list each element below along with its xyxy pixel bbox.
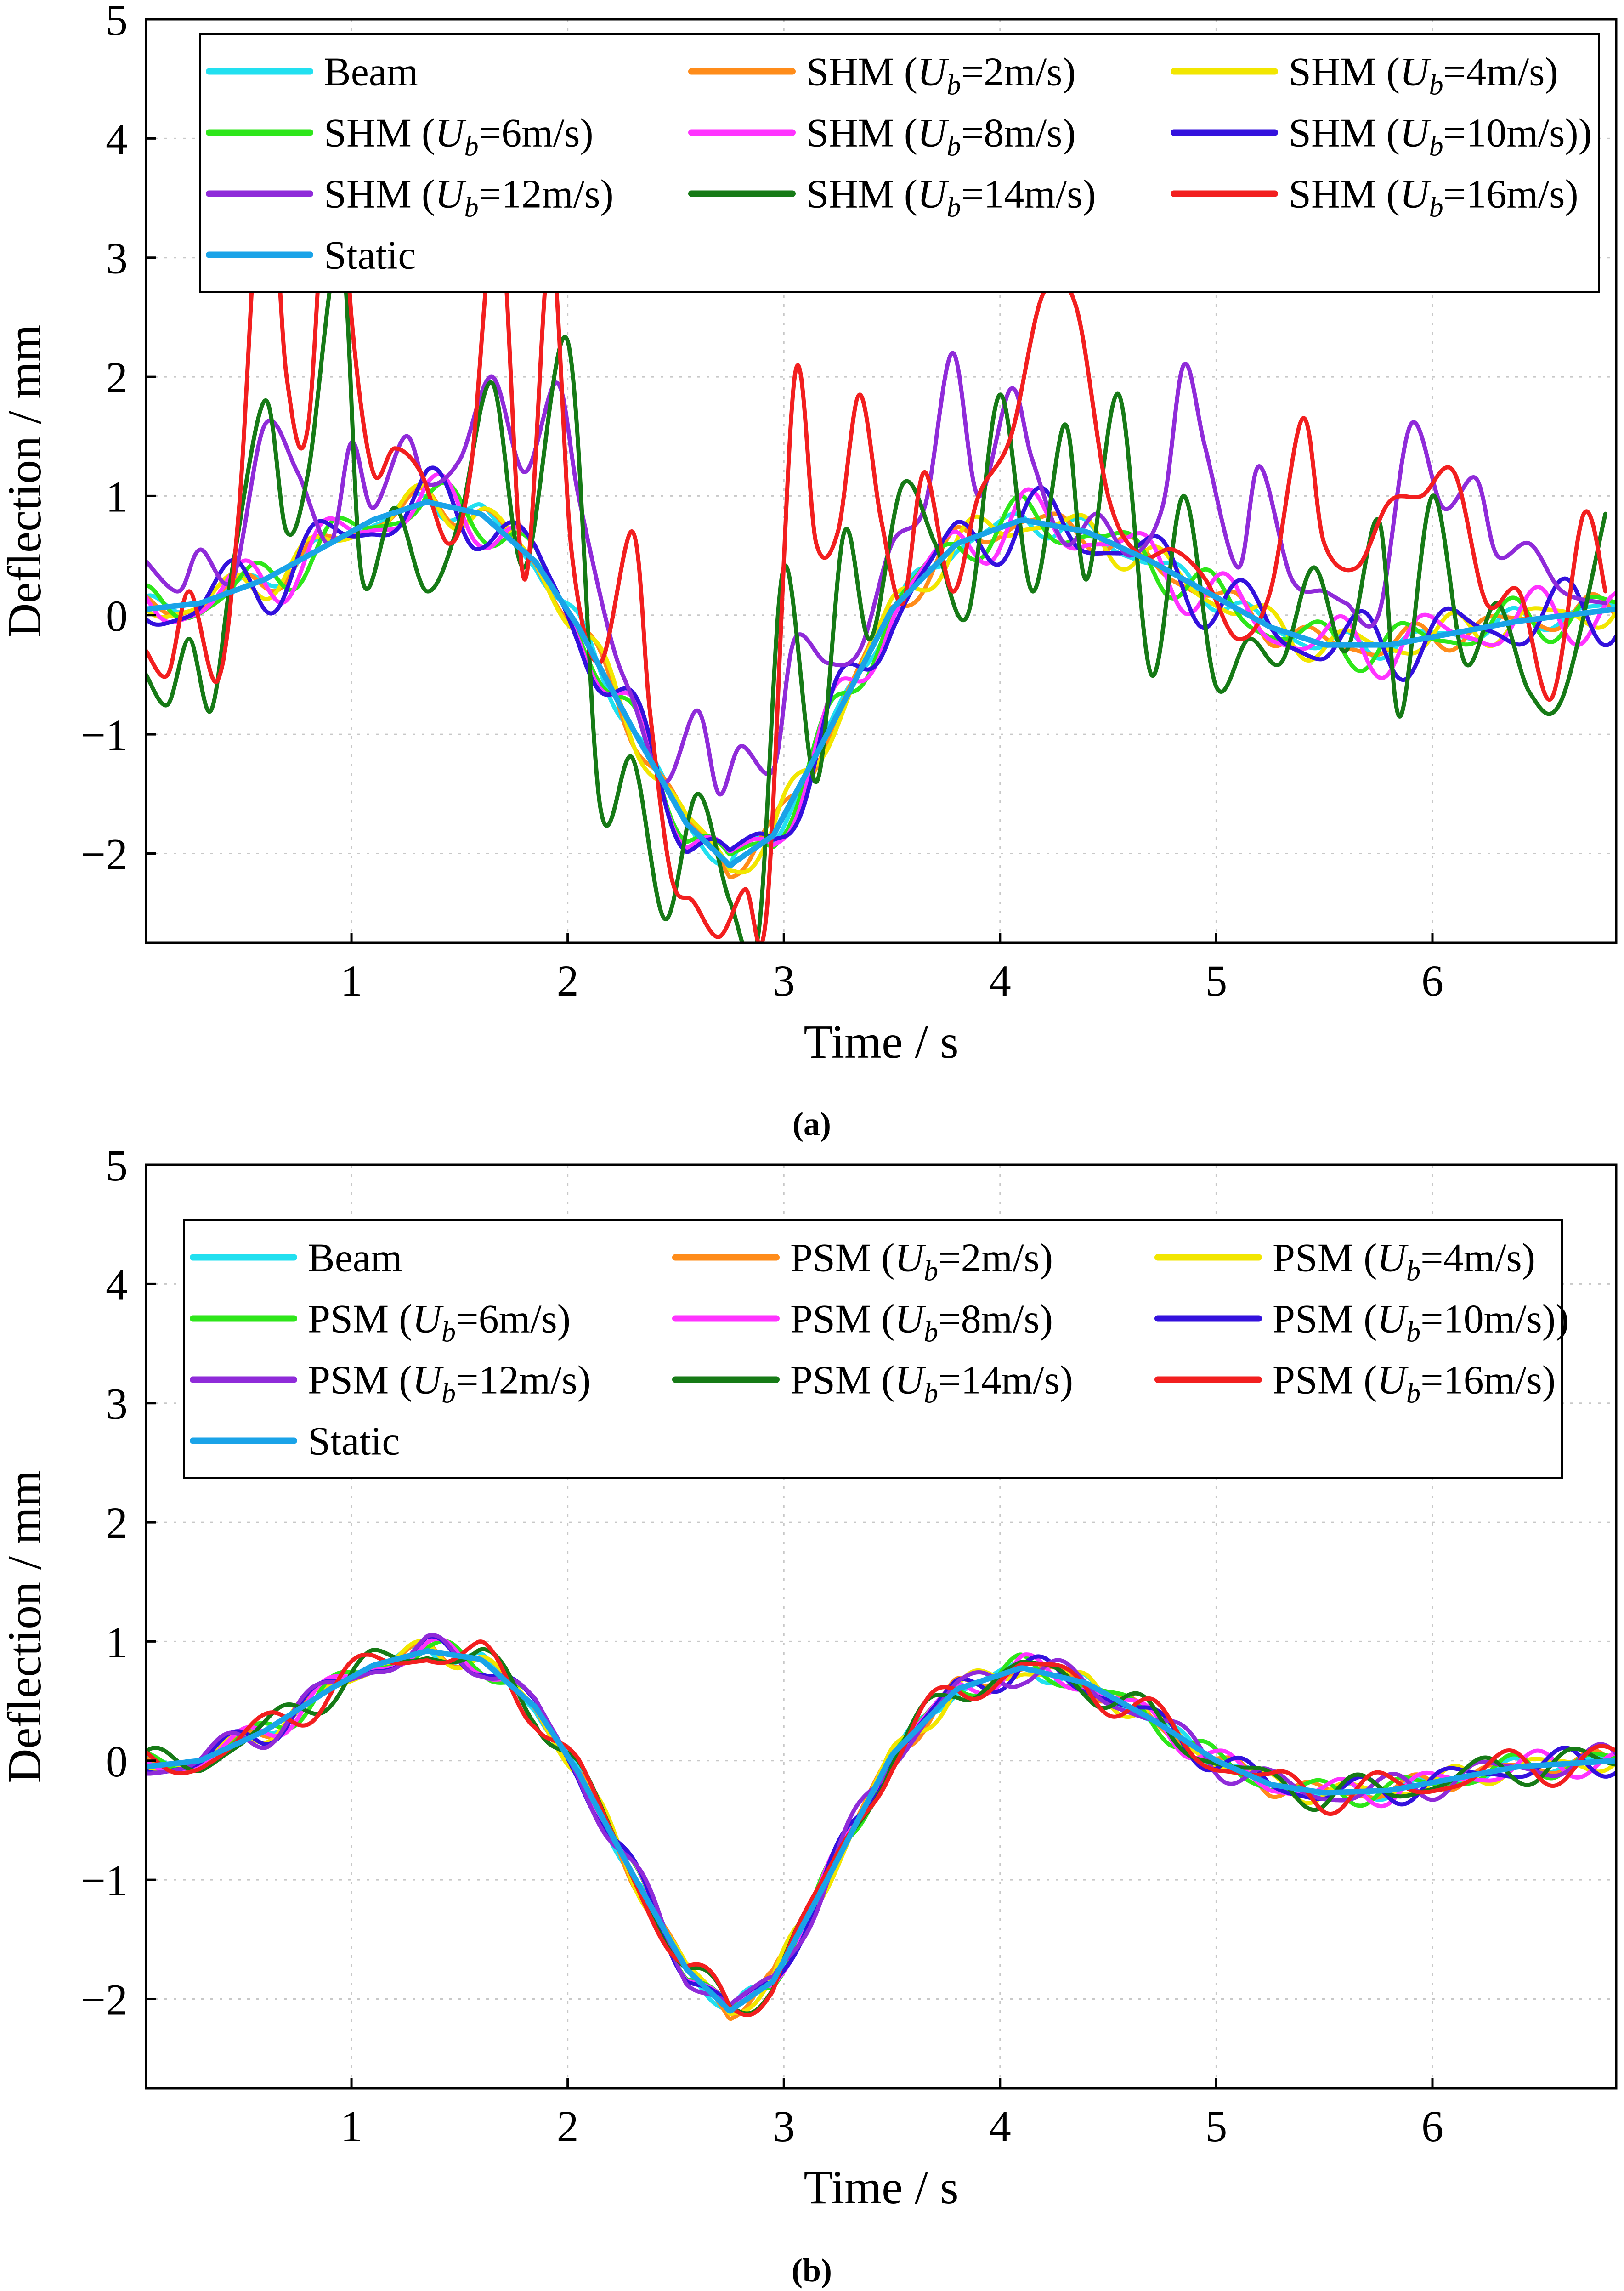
legend-label: SHM (Ub=12m/s) — [324, 172, 614, 223]
legend-label: Beam — [308, 1236, 402, 1281]
legend-label: SHM (Ub=16m/s) — [1289, 172, 1579, 223]
legend-label: Static — [324, 233, 416, 278]
series-lines — [146, 1633, 1616, 2021]
legend-label: PSM (Ub=10m/s)) — [1273, 1297, 1569, 1348]
x-tick-label: 5 — [1205, 956, 1227, 1005]
legend-label: Static — [308, 1419, 400, 1464]
plot-frame — [145, 18, 1618, 944]
legend-label: SHM (Ub=2m/s) — [806, 50, 1076, 101]
y-tick-label: −1 — [81, 1856, 128, 1905]
x-tick-label: 6 — [1421, 956, 1443, 1005]
series-line-static — [146, 499, 1616, 868]
y-tick-label: 5 — [106, 1141, 128, 1190]
legend-label: SHM (Ub=6m/s) — [324, 111, 594, 162]
y-axis-title: Deflection / mm — [0, 324, 51, 638]
panel-a: 1 2 3 4 5 6 −2 −1 0 1 2 3 4 5 Time / s Deflection / mm B… — [0, 0, 1618, 1068]
y-tick-label: 5 — [106, 0, 128, 45]
legend-label: SHM (Ub=8m/s) — [806, 111, 1076, 162]
y-tick-label: −2 — [81, 1975, 128, 2024]
legend-label: PSM (Ub=12m/s) — [308, 1358, 591, 1409]
y-tick-label: 0 — [106, 1737, 128, 1786]
series-line-shm-u-b-6m-s- — [146, 480, 1616, 857]
series-line-shm-u-b-8m-s- — [146, 472, 1616, 854]
caption-b: (b) — [792, 2252, 832, 2289]
x-tick-label: 1 — [340, 2102, 362, 2151]
legend-label: PSM (Ub=2m/s) — [790, 1236, 1053, 1287]
legend-label: PSM (Ub=4m/s) — [1273, 1236, 1535, 1287]
plot-frame — [145, 1163, 1618, 2090]
x-tick-label: 5 — [1205, 2102, 1227, 2151]
legend-label: PSM (Ub=6m/s) — [308, 1297, 571, 1348]
x-tick-label: 2 — [557, 2102, 579, 2151]
series-line-static — [146, 1648, 1616, 2014]
x-tick-label: 3 — [773, 956, 795, 1005]
legend-label: PSM (Ub=16m/s) — [1273, 1358, 1556, 1409]
x-tick-label: 6 — [1421, 2102, 1443, 2151]
legend-label: Beam — [324, 50, 418, 95]
y-tick-label: −1 — [81, 710, 128, 760]
x-tick-label: 3 — [773, 2102, 795, 2151]
legend-label: PSM (Ub=14m/s) — [790, 1358, 1073, 1409]
y-tick-label: 0 — [106, 591, 128, 641]
legend-box — [183, 1219, 1563, 1479]
series-line-shm-u-b-14m-s- — [146, 242, 1607, 943]
panel-b: 1 2 3 4 5 6 −2 −1 0 1 2 3 4 5 Time / s Deflection / mm B… — [0, 1141, 1618, 2214]
y-tick-label: 2 — [106, 353, 128, 402]
legend-label: SHM (Ub=4m/s) — [1289, 50, 1558, 101]
x-tick-label: 2 — [557, 956, 579, 1005]
y-tick-label: 3 — [106, 234, 128, 283]
legend-label: PSM (Ub=8m/s) — [790, 1297, 1053, 1348]
x-tick-label: 4 — [989, 956, 1011, 1005]
y-tick-label: 3 — [106, 1379, 128, 1429]
caption-a: (a) — [792, 1106, 831, 1142]
y-tick-label: 1 — [106, 472, 128, 521]
x-tick-label: 1 — [340, 956, 362, 1005]
y-tick-label: 2 — [106, 1498, 128, 1548]
y-tick-label: −2 — [81, 829, 128, 879]
series-line-shm-u-b-10m-s- — [146, 465, 1616, 854]
legend-box — [199, 33, 1600, 293]
y-tick-label: 1 — [106, 1617, 128, 1667]
y-tick-label: 4 — [106, 114, 128, 164]
x-axis-title: Time / s — [804, 2161, 958, 2214]
y-tick-label: 4 — [106, 1260, 128, 1309]
x-axis-title: Time / s — [804, 1015, 958, 1068]
y-axis-title: Deflection / mm — [0, 1470, 51, 1783]
x-tick-label: 4 — [989, 2102, 1011, 2151]
